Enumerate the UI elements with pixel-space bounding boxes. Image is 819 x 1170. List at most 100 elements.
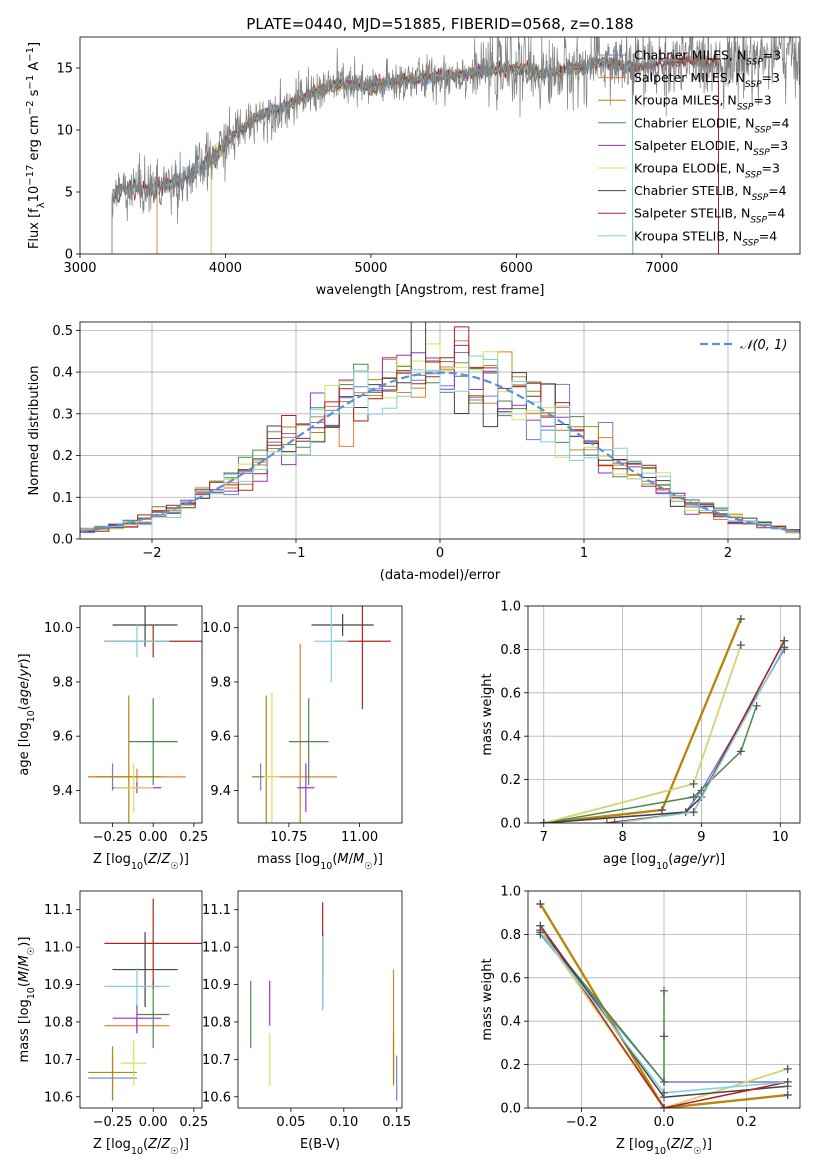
label-part: Z (147, 1137, 158, 1152)
label-part: yr (701, 852, 717, 867)
legend-value: =3 (770, 138, 788, 153)
y-axis-label: mass weight (480, 958, 495, 1040)
label-part: ( (143, 852, 148, 867)
y-label-part: ] (27, 42, 42, 47)
y-tick-label: 0.2 (52, 449, 73, 464)
axes-frame (527, 890, 801, 1109)
y-tick-label: 11.1 (44, 903, 73, 918)
legend-sub: SSP (737, 103, 754, 113)
x-tick-label: 0.00 (139, 830, 168, 845)
legend-name: Salpeter ELODIE, N (634, 138, 753, 153)
x-tick-label: −0.25 (93, 830, 133, 845)
errorbars (88, 606, 202, 823)
y-label-part: λ (36, 202, 47, 208)
label-part: ( (666, 1137, 671, 1152)
y-tick-label: 9.4 (210, 784, 231, 799)
legend-value: =3 (753, 93, 771, 108)
x-tick-label: 10.75 (270, 830, 307, 845)
x-tick-label: 0 (436, 546, 444, 561)
y-tick-label: 0.2 (500, 773, 521, 788)
label-part: ☉ (693, 1146, 702, 1157)
label-part: ☉ (364, 861, 373, 872)
weight-marker (660, 1077, 668, 1086)
label-part: Z (160, 852, 171, 867)
label-part: age [log (603, 852, 656, 867)
weight-marker (689, 792, 698, 801)
weight-marker (783, 1064, 792, 1073)
y-label-part: s (27, 89, 42, 100)
label-part: )] (179, 1137, 189, 1152)
legend-value: =4 (771, 115, 789, 130)
label-part: ( (332, 852, 337, 867)
weight-marker (689, 808, 698, 817)
legend-sub: SSP (750, 216, 767, 226)
legend-entry: 𝒩(0, 1) (740, 338, 787, 353)
label-part: )] (702, 1137, 712, 1152)
legend-entry: Chabrier ELODIE, NSSP=4 (634, 115, 789, 135)
y-axis-label: Flux [fλ10−17 erg cm−2 s−1 A−1] (25, 42, 47, 249)
legend-entry: Salpeter MILES, NSSP=3 (634, 70, 780, 90)
weight-marker (658, 805, 667, 814)
x-axis-label: age [log10(age/yr)] (603, 852, 725, 872)
y-tick-label: 0.8 (500, 928, 521, 943)
x-axis-label: (data-model)/error (380, 568, 501, 583)
weight-line (543, 705, 758, 823)
errorbars (252, 606, 391, 823)
y-tick-label: 10.9 (202, 978, 231, 993)
y-tick-label: 11.0 (202, 941, 231, 956)
y-tick-label: 0.4 (500, 730, 521, 745)
legend-value: =3 (762, 161, 780, 176)
label-part: ☉ (170, 861, 179, 872)
label-part: )] (179, 852, 189, 867)
y-tick-label: 0.4 (52, 366, 73, 381)
y-axis-label: age [log10(age/yr)] (17, 653, 37, 775)
legend-entry: Salpeter ELODIE, NSSP=3 (634, 138, 788, 158)
x-tick-label: 0.25 (179, 830, 208, 845)
y-label-part: −1 (25, 47, 36, 62)
y-tick-label: 11.0 (44, 941, 73, 956)
legend-sub: SSP (746, 58, 763, 68)
y-tick-label: 0.5 (52, 324, 73, 339)
y-tick-label: 0.0 (52, 533, 73, 548)
x-tick-label: 7 (540, 830, 548, 845)
label-part: M (337, 852, 348, 867)
weight-marker (736, 615, 745, 624)
label-part: )] (17, 653, 32, 663)
label-part: Z (160, 1137, 171, 1152)
errorbars (88, 898, 202, 1101)
label-part: ☉ (26, 947, 37, 956)
legend-value: =4 (768, 183, 786, 198)
x-tick-label: −0.25 (93, 1115, 133, 1130)
y-tick-label: 9.8 (52, 675, 73, 690)
x-tick-label: 8 (618, 830, 626, 845)
label-part: / (349, 852, 354, 867)
y-tick-label: 9.6 (52, 730, 73, 745)
y-tick-label: 10.0 (44, 621, 73, 636)
label-part: / (17, 676, 32, 681)
weight-marker (536, 900, 545, 909)
legend-name: Kroupa STELIB, N (634, 228, 742, 243)
weight-marker (736, 747, 745, 756)
y-tick-label: 9.6 (210, 730, 231, 745)
x-tick-label: 0.25 (179, 1115, 208, 1130)
y-tick-label: 10.7 (44, 1053, 73, 1068)
axes-mass_vs_ebv: 0.05 0.10 0.15 10.6 10.7 10.8 10.9 11.0 11.1 E(B-… (202, 890, 411, 1152)
y-label-part: A (27, 62, 42, 75)
label-part: age (17, 681, 32, 705)
y-tick-label: 0.6 (500, 971, 521, 986)
y-tick-label: 0.4 (500, 1015, 521, 1030)
y-label-part: 10 (27, 186, 42, 203)
y-tick-label: 10.6 (44, 1090, 73, 1105)
x-tick-label: 4000 (209, 261, 242, 276)
weight-marker (783, 1090, 792, 1099)
y-label-part: −1 (25, 75, 36, 90)
axes-frame (79, 890, 203, 1109)
label-part: ( (17, 705, 32, 710)
label-part: / (157, 1137, 162, 1152)
x-tick-label: 0.00 (139, 1115, 168, 1130)
y-tick-label: 0.8 (500, 643, 521, 658)
x-tick-label: 6000 (500, 261, 533, 276)
axes-mass_vs_Z: −0.25 0.00 0.25 10.6 10.7 10.8 10.9 11.0 11.1 Z [… (17, 890, 208, 1157)
x-tick-label: 10 (772, 830, 789, 845)
